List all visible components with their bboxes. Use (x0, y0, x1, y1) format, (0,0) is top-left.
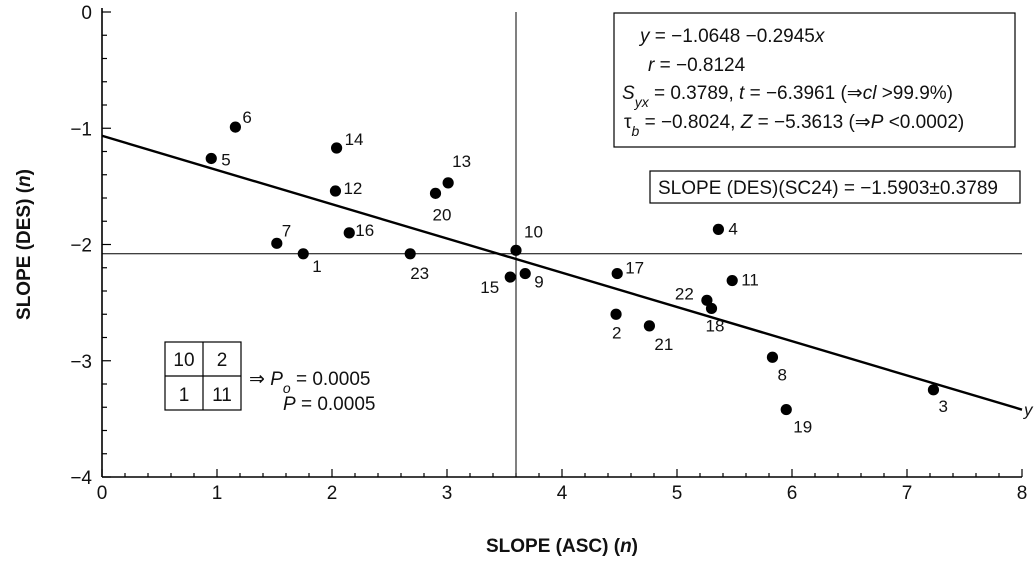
data-point (429, 187, 442, 199)
data-point-label: 15 (480, 278, 499, 297)
slope-box (649, 170, 1021, 204)
stats-line-tau: τb = −0.8024, Z = −5.3613 (⇒P <0.0002) (624, 112, 964, 139)
data-point-label: 19 (793, 418, 812, 437)
data-point (610, 308, 622, 320)
contingency-po: ⇒ Po = 0.0005 (249, 369, 370, 396)
data-point (297, 248, 309, 260)
x-tick-label: 2 (327, 483, 338, 504)
data-point-label: 12 (343, 179, 362, 198)
x-tick-label: 6 (787, 483, 798, 504)
data-point (519, 267, 531, 280)
data-point (712, 223, 725, 235)
data-point-label: 7 (282, 221, 291, 240)
x-tick-label: 8 (1017, 483, 1028, 504)
data-point (611, 267, 623, 280)
contingency-cell: 11 (212, 385, 232, 406)
data-point-label: 2 (612, 323, 621, 342)
x-axis-title: SLOPE (ASC) (n) (486, 536, 638, 557)
data-point (329, 185, 342, 197)
y-tick-label: −2 (70, 236, 92, 257)
stats-line-syx: Syx = 0.3789, t = −6.3961 (⇒cl >99.9%) (622, 83, 953, 110)
data-point-label: 22 (675, 284, 694, 303)
data-point-label: 13 (452, 152, 471, 171)
data-point (229, 121, 241, 133)
data-point-label: 8 (777, 365, 786, 384)
data-point (442, 177, 454, 189)
data-point (343, 227, 355, 239)
stats-line-equation: y = −1.0648 −0.2945x (638, 26, 826, 47)
contingency-cell: 10 (173, 350, 194, 371)
contingency-p: P = 0.0005 (283, 394, 375, 415)
slope-box-text: SLOPE (DES)(SC24) = −1.5903±0.3789 (658, 178, 998, 199)
x-tick-label: 1 (212, 483, 223, 504)
data-point-label: 3 (938, 397, 947, 416)
x-tick-label: 7 (902, 483, 913, 504)
contingency-cell: 2 (217, 350, 228, 371)
data-point (927, 384, 940, 396)
y-tick-label: −4 (70, 468, 92, 489)
data-point-label: 11 (741, 271, 759, 290)
data-point-label: 20 (433, 205, 452, 224)
data-point-label: 5 (221, 150, 230, 169)
x-tick-label: 5 (672, 483, 683, 504)
data-point (726, 274, 738, 287)
data-point-label: 6 (242, 108, 251, 127)
data-point (205, 152, 217, 165)
regression-line-label: y (1023, 401, 1034, 420)
x-tick-label: 4 (557, 483, 568, 504)
data-point (504, 271, 516, 283)
data-point-label: 18 (706, 316, 725, 335)
stats-line-r: r = −0.8124 (648, 55, 746, 76)
data-point-label: 10 (524, 222, 543, 241)
y-tick-label: −1 (70, 119, 92, 140)
y-axis-title: SLOPE (DES) (n) (14, 169, 35, 320)
data-point (780, 403, 792, 416)
data-point (643, 320, 656, 332)
data-point-label: 16 (355, 221, 374, 240)
data-point (766, 351, 779, 363)
regression-line (101, 134, 1023, 411)
y-tick-label: 0 (81, 3, 92, 24)
data-point-label: 21 (654, 335, 673, 354)
data-point-label: 14 (345, 130, 364, 149)
x-tick-label: 0 (97, 483, 108, 504)
contingency-cell: 1 (179, 385, 190, 406)
data-point-label: 1 (312, 257, 321, 276)
data-point (701, 294, 713, 306)
data-point-label: 4 (728, 219, 737, 238)
data-point (331, 142, 343, 154)
data-point (705, 302, 718, 315)
x-tick-label: 3 (442, 483, 453, 504)
data-point-label: 17 (625, 259, 644, 278)
data-point-label: 23 (410, 264, 429, 283)
data-point-label: 9 (534, 273, 543, 292)
data-point (271, 237, 283, 249)
data-point (404, 248, 416, 260)
y-tick-label: −3 (70, 352, 92, 373)
stats-box (613, 12, 1016, 148)
data-point (510, 244, 522, 256)
